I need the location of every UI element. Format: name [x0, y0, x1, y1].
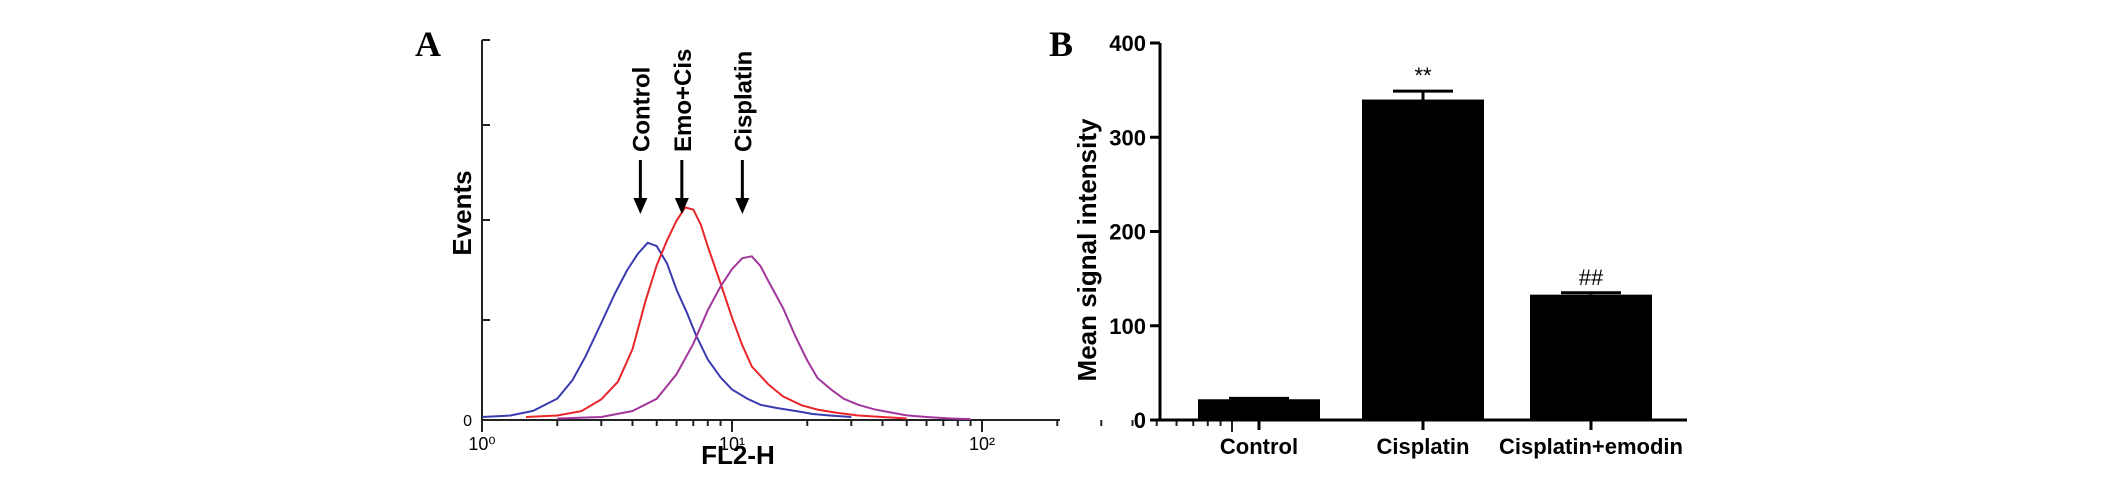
bar-chart-category-label: Control	[1220, 434, 1298, 459]
bar-chart-category-label: Cisplatin+emodin	[1499, 434, 1683, 459]
annotation-label: Control	[628, 67, 655, 152]
panel-b-label: B	[1049, 24, 1073, 64]
significance-marker: **	[1414, 63, 1432, 88]
panel-a-label: A	[415, 24, 441, 64]
bar-chart-bars: ** ##	[1198, 63, 1652, 421]
bar-chart-y-tick-label: 400	[1109, 31, 1146, 56]
bar	[1530, 294, 1652, 420]
histogram-x-tick-label: 10²	[969, 434, 995, 454]
histogram-x-ticks: 10⁰ 10¹ 10²	[468, 420, 1233, 454]
histogram-y-ticks: 0	[463, 39, 490, 430]
bar	[1198, 399, 1320, 420]
histogram-annotations: Control Emo+Cis Cisplatin	[628, 49, 757, 214]
histogram-curve-cisplatin	[557, 255, 971, 421]
bar-chart-panel: B Mean signal intensity 0 100 200 300 400 **…	[1049, 24, 1687, 459]
bar-chart-y-tick-label: 200	[1109, 220, 1146, 245]
bar-chart-y-tick-label: 0	[1134, 408, 1146, 433]
histogram-curve-emo-cis	[525, 206, 907, 420]
histogram-y-axis-label: Events	[447, 170, 477, 255]
bar-chart-y-tick-label: 300	[1109, 125, 1146, 150]
annotation-label: Emo+Cis	[670, 49, 697, 152]
bar	[1362, 99, 1484, 421]
histogram-curve-control	[481, 241, 852, 418]
bar-chart-y-axis-label: Mean signal intensity	[1072, 118, 1102, 381]
histogram-panel: A Events FL2-H 0 10⁰ 10¹ 10² Control Emo+Ci…	[415, 24, 1233, 470]
bar-chart-y-tick-label: 100	[1109, 314, 1146, 339]
bar-chart-x-ticks: Control Cisplatin Cisplatin+emodin	[1220, 420, 1683, 459]
histogram-x-tick-label: 10¹	[719, 434, 745, 454]
histogram-curves	[481, 206, 971, 421]
bar-chart-y-ticks: 0 100 200 300 400	[1109, 31, 1160, 433]
histogram-x-axis-label: FL2-H	[701, 440, 775, 470]
significance-marker: ##	[1579, 265, 1604, 290]
bar-chart-category-label: Cisplatin	[1377, 434, 1470, 459]
histogram-x-tick-label: 10⁰	[468, 434, 495, 454]
annotation-label: Cisplatin	[730, 51, 757, 152]
annotation-arrowhead	[735, 198, 750, 214]
annotation-arrowhead	[633, 198, 648, 214]
annotation-arrowhead	[674, 198, 689, 214]
histogram-y-tick-label: 0	[463, 413, 472, 430]
